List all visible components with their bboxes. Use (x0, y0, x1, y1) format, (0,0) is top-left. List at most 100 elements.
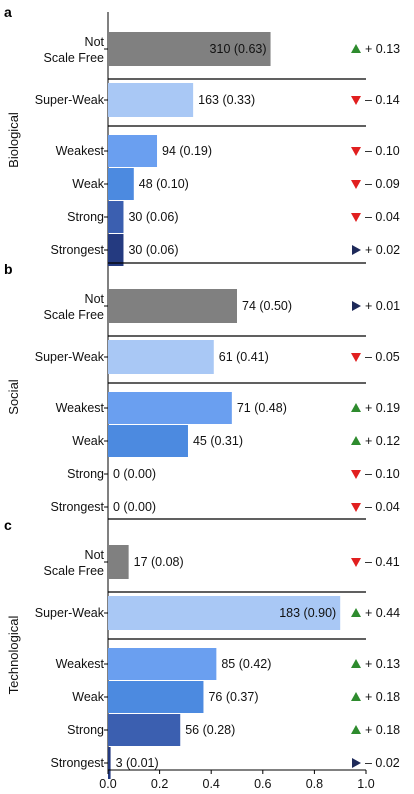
triangle-down-icon (351, 96, 361, 105)
category-label: Strong (67, 210, 104, 224)
value-label: 71 (0.48) (237, 401, 287, 415)
panel-letter: a (4, 4, 12, 20)
x-tick-label: 0.6 (254, 777, 271, 791)
bar-weakest (108, 135, 158, 167)
x-tick-label: 0.2 (151, 777, 168, 791)
category-label: Super-Weak (35, 93, 105, 107)
triangle-up-icon (351, 692, 361, 701)
category-label: Super-Weak (35, 606, 105, 620)
group-label: Biological (6, 112, 21, 168)
bar-strongest (108, 234, 124, 266)
bar-strong (108, 201, 124, 233)
bar-strongest (108, 747, 111, 779)
triangle-up-icon (351, 608, 361, 617)
bar-weakest (108, 648, 217, 680)
triangle-right-icon (352, 758, 361, 768)
change-label: – 0.05 (365, 350, 400, 364)
triangle-up-icon (351, 403, 361, 412)
category-label: Weak (72, 690, 104, 704)
triangle-down-icon (351, 558, 361, 567)
value-label: 76 (0.37) (208, 690, 258, 704)
category-label: Scale Free (44, 308, 104, 322)
bar-super-weak (108, 596, 341, 630)
value-label: 30 (0.06) (128, 243, 178, 257)
bar-weak (108, 425, 188, 457)
panel-letter: c (4, 517, 12, 533)
category-label: Weakest (56, 657, 105, 671)
triangle-right-icon (352, 245, 361, 255)
change-label: – 0.10 (365, 467, 400, 481)
value-label: 0 (0.00) (113, 500, 156, 514)
triangle-down-icon (351, 353, 361, 362)
category-label: Scale Free (44, 564, 104, 578)
value-label: 163 (0.33) (198, 93, 255, 107)
bar-not-scale-free (108, 289, 237, 323)
value-label: 61 (0.41) (219, 350, 269, 364)
change-label: + 0.19 (365, 401, 400, 415)
change-label: + 0.01 (365, 299, 400, 313)
change-label: + 0.12 (365, 434, 400, 448)
change-label: – 0.04 (365, 500, 400, 514)
bar-strong (108, 714, 181, 746)
x-tick-label: 0.0 (99, 777, 116, 791)
category-label: Weak (72, 434, 104, 448)
triangle-right-icon (352, 301, 361, 311)
value-label: 45 (0.31) (193, 434, 243, 448)
change-label: + 0.02 (365, 243, 400, 257)
value-label: 3 (0.01) (116, 756, 159, 770)
group-label: Social (6, 379, 21, 415)
change-label: + 0.13 (365, 657, 400, 671)
triangle-down-icon (351, 213, 361, 222)
x-tick-label: 0.8 (306, 777, 323, 791)
category-label: Not (85, 548, 105, 562)
value-label: 56 (0.28) (185, 723, 235, 737)
panel-letter: b (4, 261, 13, 277)
value-label: 183 (0.90) (279, 606, 336, 620)
value-label: 74 (0.50) (242, 299, 292, 313)
bar-weakest (108, 392, 232, 424)
change-label: – 0.09 (365, 177, 400, 191)
change-label: – 0.14 (365, 93, 400, 107)
change-label: + 0.44 (365, 606, 400, 620)
category-label: Not (85, 292, 105, 306)
triangle-up-icon (351, 44, 361, 53)
category-label: Strongest (50, 243, 104, 257)
triangle-up-icon (351, 725, 361, 734)
category-label: Strongest (50, 756, 104, 770)
group-label: Technological (6, 616, 21, 695)
bar-weak (108, 681, 204, 713)
change-label: – 0.41 (365, 555, 400, 569)
x-tick-label: 1.0 (357, 777, 374, 791)
category-label: Super-Weak (35, 350, 105, 364)
change-label: + 0.18 (365, 690, 400, 704)
category-label: Not (85, 35, 105, 49)
value-label: 310 (0.63) (210, 42, 267, 56)
category-label: Scale Free (44, 51, 104, 65)
category-label: Weakest (56, 401, 105, 415)
category-label: Strongest (50, 500, 104, 514)
triangle-down-icon (351, 503, 361, 512)
value-label: 0 (0.00) (113, 467, 156, 481)
value-label: 85 (0.42) (221, 657, 271, 671)
triangle-up-icon (351, 659, 361, 668)
value-label: 48 (0.10) (139, 177, 189, 191)
change-label: + 0.13 (365, 42, 400, 56)
bar-not-scale-free (108, 32, 271, 66)
change-label: – 0.04 (365, 210, 400, 224)
category-label: Strong (67, 723, 104, 737)
triangle-up-icon (351, 436, 361, 445)
category-label: Weakest (56, 144, 105, 158)
bar-super-weak (108, 340, 214, 374)
bar-not-scale-free (108, 545, 129, 579)
category-label: Weak (72, 177, 104, 191)
bar-super-weak (108, 83, 194, 117)
value-label: 94 (0.19) (162, 144, 212, 158)
triangle-down-icon (351, 147, 361, 156)
bar-weak (108, 168, 134, 200)
x-tick-label: 0.4 (203, 777, 220, 791)
triangle-down-icon (351, 470, 361, 479)
change-label: + 0.18 (365, 723, 400, 737)
change-label: – 0.10 (365, 144, 400, 158)
value-label: 17 (0.08) (134, 555, 184, 569)
